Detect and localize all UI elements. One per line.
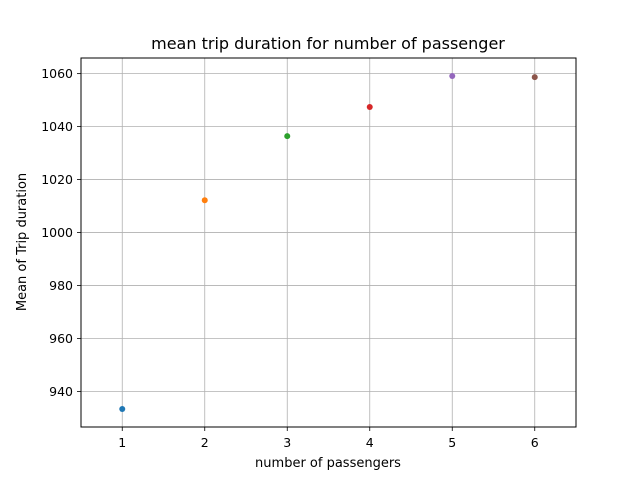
data-point <box>366 104 373 111</box>
tick-marks <box>77 73 536 431</box>
data-point <box>119 405 126 412</box>
x-axis-label: number of passengers <box>255 456 401 471</box>
y-tick-label: 1040 <box>41 119 73 134</box>
y-tick-label: 940 <box>49 384 73 399</box>
y-tick-label: 1060 <box>41 66 73 81</box>
data-points <box>119 73 538 412</box>
data-point <box>284 133 291 140</box>
data-point <box>201 197 208 204</box>
x-tick-label: 6 <box>531 435 539 450</box>
y-tick-label: 1020 <box>41 172 73 187</box>
y-tick-label: 1000 <box>41 225 73 240</box>
grid-lines <box>81 58 576 427</box>
tick-labels: 1 2 3 4 5 6 940 960 980 1000 1020 1040 1060 <box>41 66 539 450</box>
chart-title: mean trip duration for number of passeng… <box>151 34 505 53</box>
x-tick-label: 5 <box>448 435 456 450</box>
x-tick-label: 3 <box>283 435 291 450</box>
plot-frame <box>80 57 577 428</box>
x-tick-label: 1 <box>118 435 126 450</box>
x-tick-label: 4 <box>366 435 374 450</box>
y-tick-label: 960 <box>49 331 73 346</box>
data-point <box>531 74 538 81</box>
data-point <box>449 73 456 80</box>
x-tick-label: 2 <box>201 435 209 450</box>
y-axis-label: Mean of Trip duration <box>15 173 30 311</box>
y-tick-label: 980 <box>49 278 73 293</box>
